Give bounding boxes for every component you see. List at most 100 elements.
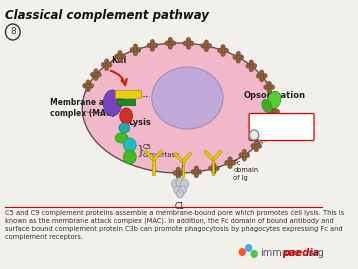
Circle shape	[176, 167, 180, 172]
Circle shape	[224, 160, 229, 165]
Circle shape	[224, 48, 228, 53]
Ellipse shape	[115, 133, 128, 143]
Text: immuno: immuno	[260, 248, 300, 258]
Circle shape	[245, 153, 250, 158]
Text: Kill: Kill	[111, 56, 126, 65]
Circle shape	[239, 55, 244, 60]
Circle shape	[263, 136, 268, 141]
Circle shape	[194, 173, 199, 178]
Circle shape	[118, 50, 122, 55]
Circle shape	[221, 52, 226, 56]
Circle shape	[269, 125, 274, 130]
Circle shape	[237, 55, 240, 59]
Circle shape	[195, 170, 198, 174]
Circle shape	[86, 87, 90, 92]
Circle shape	[153, 43, 158, 48]
Circle shape	[264, 133, 267, 137]
Ellipse shape	[82, 43, 274, 173]
Circle shape	[254, 147, 258, 152]
Ellipse shape	[268, 91, 281, 109]
Circle shape	[269, 118, 274, 123]
Circle shape	[150, 47, 155, 51]
Circle shape	[260, 70, 264, 75]
Circle shape	[231, 160, 236, 165]
Circle shape	[218, 48, 222, 53]
Circle shape	[239, 248, 246, 256]
Circle shape	[105, 66, 109, 71]
Circle shape	[93, 69, 98, 74]
Circle shape	[194, 166, 199, 171]
Circle shape	[251, 131, 258, 139]
Circle shape	[233, 55, 237, 60]
FancyArrow shape	[212, 150, 222, 161]
Circle shape	[133, 44, 138, 49]
Circle shape	[134, 48, 137, 52]
Text: Membrane attack
complex (MAC): Membrane attack complex (MAC)	[50, 98, 126, 118]
FancyArrow shape	[204, 150, 214, 161]
Ellipse shape	[103, 90, 122, 116]
Circle shape	[86, 80, 90, 85]
FancyArrow shape	[212, 160, 214, 175]
Circle shape	[249, 60, 253, 65]
Circle shape	[272, 97, 275, 101]
Circle shape	[275, 109, 280, 114]
Circle shape	[83, 83, 87, 88]
Circle shape	[183, 41, 188, 46]
Circle shape	[249, 67, 253, 72]
Circle shape	[267, 81, 271, 86]
Circle shape	[272, 105, 276, 111]
Bar	[115, 90, 141, 98]
Circle shape	[266, 133, 271, 138]
Circle shape	[207, 43, 212, 48]
Circle shape	[89, 83, 93, 88]
Circle shape	[204, 40, 209, 45]
Circle shape	[179, 186, 187, 194]
Circle shape	[180, 179, 189, 189]
Circle shape	[260, 133, 265, 138]
Circle shape	[176, 174, 180, 179]
Text: C1: C1	[175, 202, 185, 211]
Text: Lysis: Lysis	[128, 118, 151, 127]
Circle shape	[252, 63, 257, 68]
Text: Classical complement pathway: Classical complement pathway	[5, 9, 209, 22]
Circle shape	[86, 84, 90, 88]
Circle shape	[212, 162, 216, 167]
Text: .org: .org	[305, 248, 324, 258]
Circle shape	[168, 44, 173, 49]
FancyArrow shape	[182, 162, 184, 177]
Circle shape	[97, 72, 101, 77]
FancyArrow shape	[174, 152, 184, 163]
Circle shape	[208, 166, 213, 171]
Circle shape	[242, 156, 247, 161]
Circle shape	[272, 110, 276, 113]
Circle shape	[236, 58, 241, 63]
Circle shape	[239, 153, 243, 158]
Circle shape	[171, 41, 176, 46]
Circle shape	[179, 171, 184, 175]
Circle shape	[246, 63, 251, 68]
Circle shape	[228, 161, 232, 165]
Circle shape	[187, 42, 190, 45]
Circle shape	[272, 112, 276, 118]
Circle shape	[267, 85, 271, 89]
Circle shape	[150, 40, 155, 44]
Circle shape	[176, 178, 184, 186]
Circle shape	[124, 138, 136, 152]
Circle shape	[133, 51, 138, 56]
Circle shape	[243, 153, 246, 157]
Circle shape	[121, 54, 125, 59]
Circle shape	[201, 43, 205, 48]
Circle shape	[272, 121, 277, 126]
Circle shape	[105, 59, 109, 64]
Circle shape	[251, 250, 258, 258]
Circle shape	[93, 76, 98, 81]
Circle shape	[254, 140, 258, 145]
Circle shape	[268, 109, 273, 114]
Circle shape	[212, 167, 216, 170]
Circle shape	[205, 44, 208, 48]
Circle shape	[255, 144, 258, 148]
Circle shape	[136, 47, 141, 52]
Circle shape	[105, 63, 108, 66]
Circle shape	[228, 157, 232, 162]
FancyArrow shape	[182, 152, 192, 163]
